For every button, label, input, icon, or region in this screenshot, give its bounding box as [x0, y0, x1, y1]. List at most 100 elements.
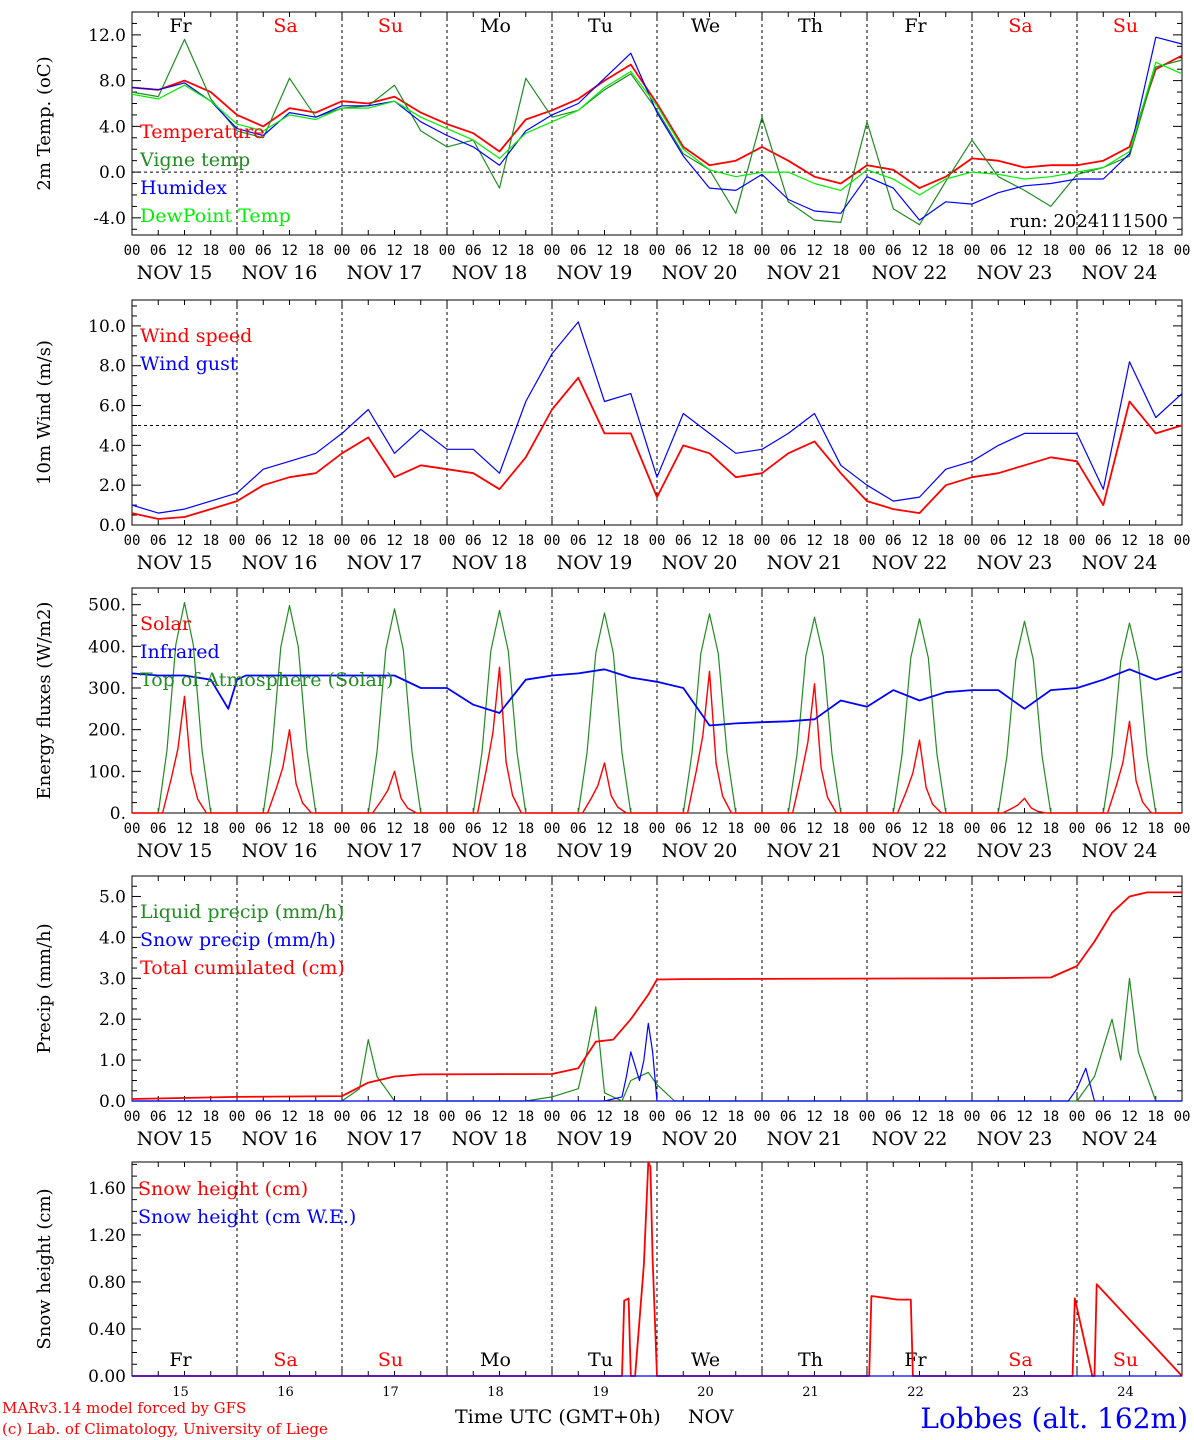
hour-label: 00 [439, 243, 456, 259]
series-2 [131, 891, 1182, 1100]
day-label: NOV 23 [977, 840, 1053, 862]
day-label: NOV 18 [452, 840, 528, 862]
hour-label: 06 [885, 243, 902, 259]
day-label: NOV 16 [242, 262, 318, 284]
y-tick-label: 300. [88, 679, 126, 699]
hour-label: 00 [334, 533, 351, 549]
legend-entry: Wind speed [140, 325, 252, 347]
hour-label: 18 [307, 1109, 324, 1125]
legend-entry: Liquid precip (mm/h) [140, 901, 344, 923]
series-2 [131, 36, 1183, 221]
hour-label: 12 [491, 1109, 508, 1125]
hour-label: 12 [386, 243, 403, 259]
y-tick-label: 12.0 [88, 26, 126, 46]
hour-label: 00 [544, 821, 561, 837]
legend-entry: Snow height (cm) [138, 1178, 308, 1200]
hour-label: 18 [307, 533, 324, 549]
hour-label: 12 [176, 533, 193, 549]
hour-label: 06 [570, 533, 587, 549]
hour-label: 06 [1095, 821, 1112, 837]
hour-label: 00 [1069, 1109, 1086, 1125]
day-label: NOV 15 [137, 262, 213, 284]
hour-label: 12 [596, 1109, 613, 1125]
hour-label: 12 [491, 821, 508, 837]
hour-label: 18 [937, 1109, 954, 1125]
hour-label: 06 [885, 1109, 902, 1125]
hour-label: 06 [360, 533, 377, 549]
hour-label: 00 [754, 1109, 771, 1125]
hour-label: 00 [964, 243, 981, 259]
hour-label: 00 [1174, 243, 1191, 259]
hour-label: 00 [229, 1109, 246, 1125]
day-label: NOV 24 [1082, 1128, 1158, 1150]
hour-label: 00 [649, 533, 666, 549]
day-label: NOV 22 [872, 552, 948, 574]
hour-label: 06 [465, 821, 482, 837]
legend-entry: Solar [140, 613, 192, 635]
hour-label: 12 [701, 821, 718, 837]
hour-label: 18 [517, 821, 534, 837]
day-label: NOV 24 [1082, 840, 1158, 862]
hour-label: 06 [255, 243, 272, 259]
weekday-label: Su [378, 1349, 403, 1371]
hour-label: 12 [1016, 533, 1033, 549]
hour-label: 06 [360, 243, 377, 259]
hour-label: 18 [1042, 243, 1059, 259]
hour-label: 12 [1016, 821, 1033, 837]
series-1 [131, 38, 1183, 226]
station-name: Lobbes (alt. 162m) [920, 1402, 1188, 1435]
hour-label: 12 [1121, 821, 1138, 837]
hour-label: 06 [990, 1109, 1007, 1125]
day-label: NOV 22 [872, 262, 948, 284]
legend-entry: Total cumulated (cm) [140, 957, 345, 979]
day-label: NOV 20 [662, 840, 738, 862]
hour-label: 12 [386, 1109, 403, 1125]
y-tick-label: -4.0 [93, 209, 126, 229]
series-solar [132, 666, 1182, 814]
y-tick-label: 100. [88, 762, 126, 782]
hour-label: 12 [806, 243, 823, 259]
hour-label: 18 [622, 243, 639, 259]
series-0 [131, 54, 1183, 190]
y-tick-label: 5.0 [99, 887, 126, 907]
day-number: 20 [697, 1385, 714, 1400]
hour-label: 00 [124, 1109, 141, 1125]
meteogram-panels: -4.0 0.0 4.0 8.0 12.0 2m Temp. (oC) 00 06 12 18 00… [34, 11, 1191, 1400]
y-tick-label: 1.20 [88, 1226, 126, 1246]
hour-label: 12 [701, 533, 718, 549]
hour-label: 18 [202, 243, 219, 259]
hour-label: 18 [412, 1109, 429, 1125]
hour-label: 12 [1121, 1109, 1138, 1125]
weekday-label: Th [798, 15, 823, 37]
hour-label: 12 [911, 533, 928, 549]
day-label: NOV 21 [767, 840, 843, 862]
hour-label: 06 [150, 821, 167, 837]
series-0 [131, 376, 1183, 520]
hour-label: 00 [229, 243, 246, 259]
hour-label: 12 [701, 243, 718, 259]
weekday-label: Fr [904, 15, 927, 37]
y-axis-label: Precip (mm/h) [34, 923, 55, 1053]
panel-2: 0.0 2.0 4.0 6.0 8.0 10.0 10m Wind (m/s) 00 06 12 1… [34, 299, 1190, 574]
hour-label: 06 [150, 1109, 167, 1125]
hour-label: 06 [255, 533, 272, 549]
hour-label: 00 [649, 821, 666, 837]
hour-label: 06 [255, 821, 272, 837]
day-number: 17 [382, 1385, 399, 1400]
hour-label: 18 [307, 243, 324, 259]
hour-label: 12 [281, 821, 298, 837]
y-tick-label: 8.0 [99, 357, 126, 377]
hour-label: 00 [964, 533, 981, 549]
hour-label: 00 [439, 821, 456, 837]
hour-label: 06 [570, 243, 587, 259]
legend-entry: Temperature [140, 121, 264, 143]
hour-label: 18 [412, 243, 429, 259]
time-axis-title: Time UTC (GMT+0h) [455, 1406, 661, 1428]
hour-label: 00 [544, 243, 561, 259]
hour-label: 06 [360, 1109, 377, 1125]
hour-label: 00 [649, 1109, 666, 1125]
hour-label: 00 [964, 821, 981, 837]
panel-1: -4.0 0.0 4.0 8.0 12.0 2m Temp. (oC) 00 06 12 18 00… [34, 11, 1191, 284]
hour-label: 12 [1016, 1109, 1033, 1125]
day-label: NOV 20 [662, 552, 738, 574]
